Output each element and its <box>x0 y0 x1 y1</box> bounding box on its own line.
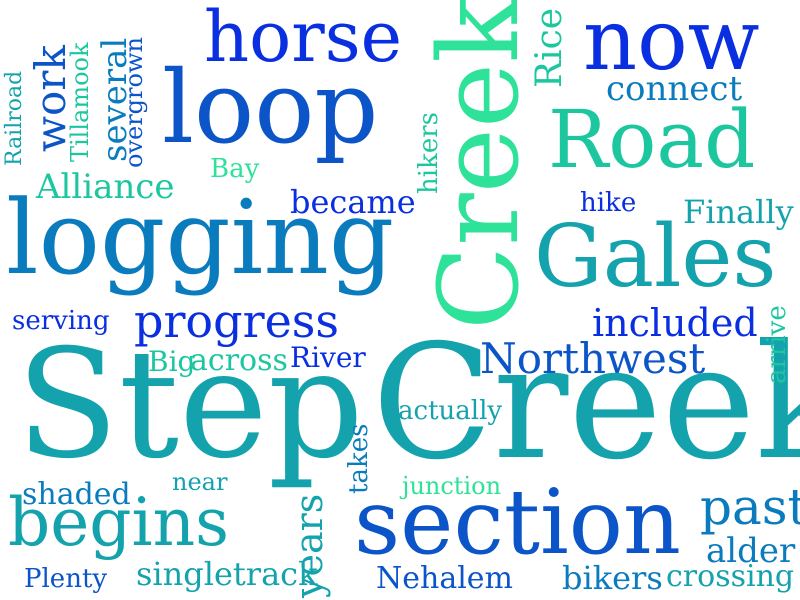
word-across: across <box>190 343 288 378</box>
word-big: Big <box>148 345 196 378</box>
word-years: years <box>287 493 331 598</box>
word-junction: junction <box>402 472 502 500</box>
word-finally: Finally <box>683 193 794 231</box>
word-hike: hike <box>580 188 637 218</box>
word-included: included <box>592 301 758 345</box>
word-overgrown: overgrown <box>120 37 148 168</box>
word-road: Road <box>548 93 756 186</box>
word-gales: Gales <box>534 207 777 307</box>
word-past: past <box>700 478 800 536</box>
word-bikers: bikers <box>562 559 663 597</box>
word-actually: actually <box>398 396 503 426</box>
word-arrive: arrive <box>762 305 792 384</box>
word-tillamook: Tillamook <box>66 42 94 162</box>
word-singletrack: singletrack <box>136 555 318 593</box>
word-connect: connect <box>606 69 743 109</box>
word-loop: loop <box>162 49 379 166</box>
word-creek: Creek <box>372 311 800 495</box>
word-takes: takes <box>344 423 374 494</box>
word-serving: serving <box>12 306 110 336</box>
word-step: Step <box>16 318 364 492</box>
word-became: became <box>290 183 416 221</box>
word-northwest: Northwest <box>480 334 706 383</box>
word-shaded: shaded <box>22 477 131 512</box>
word-bay: Bay <box>210 154 260 184</box>
word-river: River <box>290 341 366 374</box>
word-horse: horse <box>204 0 403 78</box>
word-progress: progress <box>134 294 340 348</box>
word-section: section <box>354 470 681 575</box>
word-alliance: Alliance <box>36 167 175 207</box>
word-near: near <box>172 468 228 496</box>
word-hikers: hikers <box>414 112 444 194</box>
word-nehalem: Nehalem <box>376 561 514 596</box>
word-railroad: Railroad <box>2 70 27 166</box>
word-rice: Rice <box>529 7 570 88</box>
word-now: now <box>583 0 760 89</box>
word-alder: alder <box>706 531 796 571</box>
word-crossing: crossing <box>666 559 795 594</box>
word-logging: logging <box>6 179 395 298</box>
word-begins: begins <box>8 484 230 561</box>
word-plenty: Plenty <box>24 564 108 594</box>
